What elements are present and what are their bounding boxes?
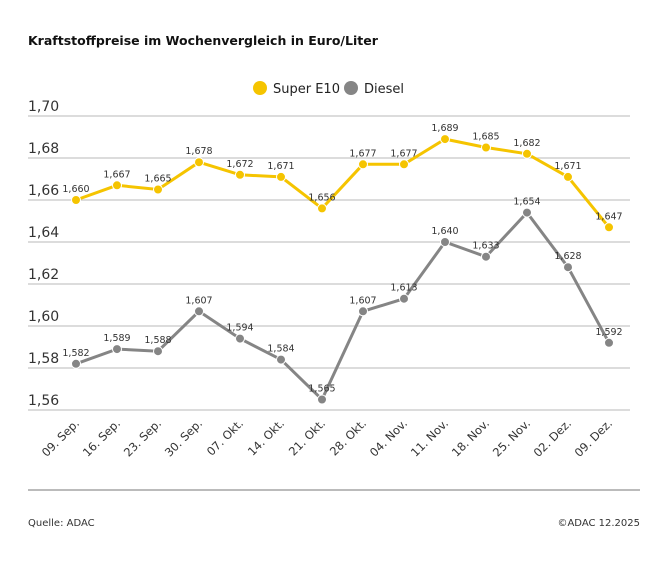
data-point (153, 346, 163, 357)
y-tick-label: 1,68 (28, 141, 59, 157)
data-label: 1,613 (390, 283, 417, 294)
data-label: 1,584 (267, 344, 294, 355)
data-point (358, 159, 368, 170)
y-tick-label: 1,56 (28, 393, 59, 409)
data-point (71, 358, 81, 369)
data-point (399, 159, 409, 170)
data-point (235, 333, 245, 344)
data-label: 1,633 (472, 241, 499, 252)
copyright-note: ©ADAC 12.2025 (557, 518, 640, 529)
data-point (399, 293, 409, 304)
data-label: 1,647 (595, 211, 622, 222)
data-label: 1,682 (513, 138, 540, 149)
data-point (153, 184, 163, 195)
legend-marker (344, 81, 358, 95)
y-tick-label: 1,62 (28, 267, 59, 283)
chart-title: Kraftstoffpreise im Wochenvergleich in E… (28, 33, 378, 48)
data-point (440, 134, 450, 145)
x-tick-label: 16. Sep. (80, 416, 123, 459)
data-label: 1,592 (595, 327, 622, 338)
data-label: 1,594 (226, 323, 253, 334)
data-label: 1,607 (185, 295, 212, 306)
y-tick-label: 1,64 (28, 225, 59, 241)
y-tick-label: 1,58 (28, 351, 59, 367)
x-tick-label: 25. Nov. (490, 416, 533, 459)
data-point (112, 180, 122, 191)
data-point (358, 306, 368, 317)
data-point (481, 251, 491, 262)
data-point (276, 354, 286, 365)
data-label: 1,678 (185, 146, 212, 157)
data-point (276, 171, 286, 182)
data-point (235, 169, 245, 180)
data-point (604, 222, 614, 233)
data-point (71, 195, 81, 205)
x-tick-label: 04. Nov. (367, 416, 410, 459)
legend-label: Diesel (364, 82, 404, 97)
x-tick-label: 02. Dez. (531, 416, 575, 460)
x-tick-label: 28. Okt. (327, 416, 369, 458)
data-point (563, 262, 573, 273)
source-note: Quelle: ADAC (28, 518, 95, 529)
x-tick-label: 07. Okt. (204, 416, 246, 458)
x-tick-label: 18. Nov. (449, 416, 492, 459)
x-tick-label: 09. Dez. (572, 416, 616, 460)
x-tick-label: 30. Sep. (162, 416, 205, 459)
data-point (317, 203, 327, 214)
data-point (481, 142, 491, 153)
data-label: 1,565 (308, 384, 335, 395)
series-line-diesel (75, 210, 611, 403)
x-tick-label: 11. Nov. (408, 416, 451, 459)
data-label: 1,654 (513, 197, 540, 208)
data-label: 1,628 (554, 251, 581, 262)
data-label: 1,640 (431, 226, 458, 237)
data-label: 1,665 (144, 174, 171, 185)
series-line-super-e10 (75, 137, 611, 229)
divider (28, 489, 640, 491)
data-point (604, 337, 614, 348)
x-tick-label: 23. Sep. (121, 416, 164, 459)
y-tick-label: 1,70 (28, 99, 59, 115)
x-tick-label: 14. Okt. (245, 416, 287, 458)
data-point (194, 306, 204, 317)
data-label: 1,672 (226, 159, 253, 170)
x-tick-label: 09. Sep. (39, 416, 82, 459)
data-point (440, 237, 450, 247)
data-point (522, 207, 532, 218)
data-label: 1,677 (390, 148, 417, 159)
data-label: 1,689 (431, 123, 458, 134)
data-label: 1,589 (103, 333, 130, 344)
data-label: 1,671 (554, 161, 581, 172)
y-tick-label: 1,66 (28, 183, 59, 199)
data-point (522, 148, 532, 159)
legend-marker (253, 81, 267, 95)
data-label: 1,607 (349, 295, 376, 306)
data-point (563, 171, 573, 182)
data-point (194, 157, 204, 168)
legend-label: Super E10 (273, 82, 340, 97)
data-point (317, 394, 327, 405)
data-label: 1,656 (308, 192, 335, 203)
data-label: 1,582 (62, 348, 89, 359)
data-point (112, 344, 122, 355)
data-label: 1,660 (62, 184, 89, 195)
data-label: 1,588 (144, 335, 171, 346)
data-label: 1,685 (472, 132, 499, 143)
data-label: 1,671 (267, 161, 294, 172)
data-label: 1,677 (349, 148, 376, 159)
y-tick-label: 1,60 (28, 309, 59, 325)
x-tick-label: 21. Okt. (286, 416, 328, 458)
data-label: 1,667 (103, 169, 130, 180)
